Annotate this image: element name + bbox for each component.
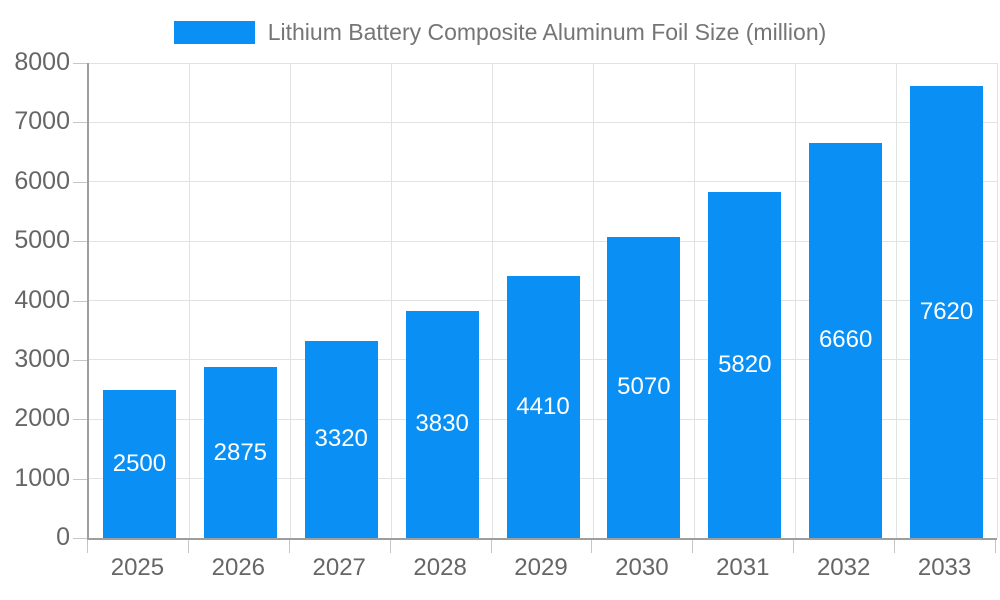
bar: 3830 <box>405 310 479 538</box>
gridline-vertical <box>189 63 191 538</box>
x-axis-tick <box>793 540 795 553</box>
y-axis-tick <box>73 359 87 361</box>
y-axis-tick <box>73 478 87 480</box>
x-axis-label: 2033 <box>917 554 972 581</box>
x-axis-tick <box>692 540 694 553</box>
gridline-horizontal <box>89 181 997 183</box>
bar-value-label: 2500 <box>112 449 167 477</box>
x-axis-tick <box>995 540 996 553</box>
x-axis-tick <box>389 540 391 553</box>
gridline-horizontal <box>89 240 997 242</box>
y-axis-tick <box>73 122 87 124</box>
x-axis-label: 2031 <box>716 554 770 581</box>
x-axis-label: 2028 <box>413 554 467 581</box>
gridline-horizontal <box>89 121 997 123</box>
legend-swatch <box>173 21 255 44</box>
bar-value-label: 5070 <box>617 373 671 401</box>
x-axis-tick <box>490 540 492 553</box>
legend[interactable]: Lithium Battery Composite Aluminum Foil … <box>0 19 1000 46</box>
bar-value-label: 3320 <box>314 425 368 453</box>
y-axis-label: 0 <box>56 522 70 551</box>
bar: 4410 <box>506 276 580 538</box>
x-axis-tick <box>87 540 88 553</box>
bar-value-label: 6660 <box>818 326 873 354</box>
x-axis-tick <box>288 540 290 553</box>
x-axis-tick <box>187 540 189 553</box>
y-axis-label: 3000 <box>14 344 70 373</box>
y-axis-tick <box>73 538 87 539</box>
gridline-horizontal <box>89 62 997 64</box>
y-axis-label: 2000 <box>14 404 70 433</box>
bar: 2500 <box>102 389 176 538</box>
y-axis-tick <box>73 63 87 64</box>
plot-area: 2500 2875 3320 3830 4410 5070 5820 6660 7620 <box>87 62 998 540</box>
bar-value-label: 7620 <box>919 297 974 325</box>
y-axis-tick <box>73 419 87 421</box>
y-axis-label: 8000 <box>14 47 70 76</box>
bar: 5070 <box>607 236 681 538</box>
x-axis-label: 2030 <box>615 554 669 581</box>
y-axis-label: 1000 <box>14 463 70 492</box>
gridline-vertical <box>290 63 292 538</box>
bar-value-label: 4410 <box>516 393 570 421</box>
x-axis-label: 2029 <box>514 554 568 581</box>
x-axis-tick <box>894 540 896 553</box>
y-axis-label: 4000 <box>14 285 70 314</box>
gridline-vertical <box>693 63 695 538</box>
gridline-vertical <box>592 63 594 538</box>
x-axis-label: 2025 <box>110 554 165 581</box>
y-axis-label: 6000 <box>14 166 70 195</box>
y-axis-tick <box>73 300 87 302</box>
y-axis-label: 5000 <box>14 226 70 255</box>
gridline-vertical <box>794 63 796 538</box>
bar-value-label: 2875 <box>213 438 268 466</box>
gridline-vertical <box>996 63 998 538</box>
legend-label: Lithium Battery Composite Aluminum Foil … <box>267 19 827 45</box>
y-axis-label: 7000 <box>14 107 70 136</box>
gridline-vertical <box>391 63 393 538</box>
x-axis-label: 2026 <box>211 554 266 581</box>
x-axis-label: 2032 <box>816 554 871 581</box>
bar: 6660 <box>809 142 883 538</box>
gridline-vertical <box>895 63 897 538</box>
bar-value-label: 5820 <box>718 351 772 379</box>
bar: 3320 <box>304 340 378 538</box>
gridline-vertical <box>492 63 494 538</box>
x-axis-tick <box>591 540 593 553</box>
bar: 2875 <box>203 367 277 538</box>
y-axis-tick <box>73 181 87 183</box>
bar: 5820 <box>708 192 782 538</box>
bar: 7620 <box>910 85 984 538</box>
y-axis-tick <box>73 241 87 243</box>
bar-value-label: 3830 <box>415 410 469 438</box>
x-axis-label: 2027 <box>312 554 366 581</box>
